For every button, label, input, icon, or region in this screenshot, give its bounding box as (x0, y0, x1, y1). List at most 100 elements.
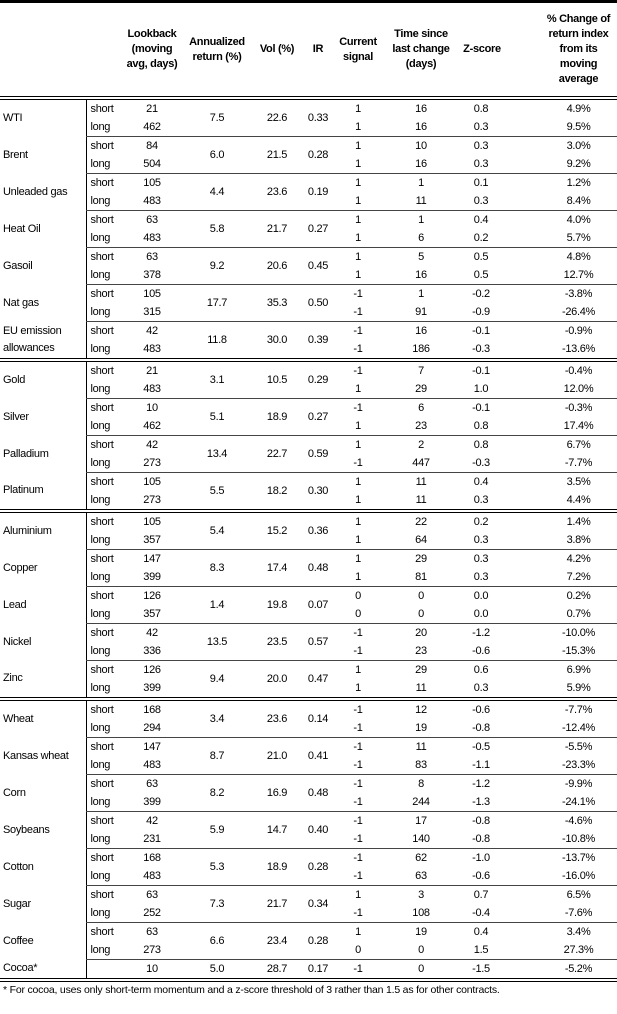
lookback-value: 105 (143, 288, 161, 300)
term-label: short (85, 774, 122, 793)
vol-value: 21.0 (252, 737, 302, 775)
header-z-score: Z-score (460, 1, 540, 100)
vol-value: 15.2 (252, 511, 302, 550)
vol-value: 23.6 (252, 699, 302, 738)
term-label: long (85, 793, 122, 812)
commodity-name: WTI (3, 111, 23, 124)
lookback-value: 63 (146, 214, 158, 226)
term-label: short (85, 549, 122, 568)
pct-change-value: 6.7% (566, 439, 591, 451)
table-row: Gasoil short 63 9.2 20.6 0.45 1 5 0.5 4.8% (0, 247, 617, 285)
table-row: Soybeans short 42 5.9 14.7 0.40 -1 17 -0.8 -4.6% (0, 811, 617, 849)
table-row: long 273 -1 447 -0.3 -7.7% (0, 454, 617, 473)
z-score-value: 0.3 (473, 553, 489, 565)
commodity-name: Nat gas (3, 296, 39, 309)
lookback-value: 273 (122, 454, 182, 473)
table-row: Gold short 21 3.1 10.5 0.29 -1 7 -0.1 -0.4% (0, 360, 617, 399)
pct-change-value: 7.2% (540, 568, 617, 587)
signal-value: 1 (355, 177, 361, 189)
time-since-change-value: 1 (418, 214, 424, 226)
term-label: long (85, 380, 122, 399)
lookback-value: 483 (122, 867, 182, 886)
vol-value: 18.2 (252, 472, 302, 513)
lookback-value: 42 (146, 439, 158, 451)
term-label: short (85, 586, 122, 605)
time-since-change-value: 17 (415, 815, 427, 827)
lookback-value: 462 (122, 118, 182, 137)
vol-value: 14.7 (252, 811, 302, 849)
lookback-value: 105 (143, 177, 161, 189)
term-label: short (85, 435, 122, 454)
vol-value: 18.9 (252, 398, 302, 436)
annualized-return-value: 17.7 (182, 284, 252, 322)
term-label: long (85, 531, 122, 550)
signal-value: 1 (334, 155, 382, 174)
time-since-change-value: 2 (418, 439, 424, 451)
vol-value: 23.6 (252, 173, 302, 211)
term-label: long (85, 266, 122, 285)
header-ir: IR (302, 1, 334, 100)
lookback-value: 10 (122, 959, 182, 982)
table-row: Heat Oil short 63 5.8 21.7 0.27 1 1 0.4 4.0% (0, 210, 617, 248)
z-score-value: 0.5 (473, 251, 489, 263)
table-row: long 336 -1 23 -0.6 -15.3% (0, 642, 617, 661)
signal-value: -1 (334, 904, 382, 923)
lookback-value: 42 (146, 815, 158, 827)
table-row: long 273 0 0 1.5 27.3% (0, 941, 617, 960)
header-time-since-change: Time since last change (days) (382, 1, 460, 100)
table-row: long 357 1 64 0.3 3.8% (0, 531, 617, 550)
lookback-value: 294 (122, 719, 182, 738)
time-since-change-value: 6 (418, 402, 424, 414)
signal-value: -1 (353, 288, 363, 300)
pct-change-value: 4.2% (566, 553, 591, 565)
z-score-value: 1.5 (460, 941, 540, 960)
vol-value: 20.6 (252, 247, 302, 285)
ir-value: 0.59 (302, 435, 334, 473)
term-label: long (85, 941, 122, 960)
table-row: long 483 -1 186 -0.3 -13.6% (0, 340, 617, 362)
pct-change-value: 6.9% (566, 664, 591, 676)
pct-change-value: 5.9% (540, 679, 617, 701)
vol-value: 18.9 (252, 848, 302, 886)
time-since-change-value: 62 (415, 852, 427, 864)
z-score-value: 0.3 (460, 118, 540, 137)
term-label: short (85, 660, 122, 679)
annualized-return-value: 13.4 (182, 435, 252, 473)
pct-change-value: 4.9% (566, 103, 591, 115)
pct-change-value: -10.8% (540, 830, 617, 849)
lookback-value: 126 (143, 590, 161, 602)
pct-change-value: -10.0% (561, 627, 596, 639)
ir-value: 0.07 (302, 586, 334, 624)
term-label: long (85, 229, 122, 248)
pct-change-value: 3.0% (566, 140, 591, 152)
table-row: long 399 1 11 0.3 5.9% (0, 679, 617, 701)
header-vol: Vol (%) (252, 1, 302, 100)
table-row: long 483 1 29 1.0 12.0% (0, 380, 617, 399)
table-row: Platinum short 105 5.5 18.2 0.30 1 11 0.4 3.5% (0, 472, 617, 513)
z-score-value: 0.2 (460, 229, 540, 248)
pct-change-value: 5.7% (540, 229, 617, 248)
time-since-change-value: 63 (382, 867, 460, 886)
commodity-name: Lead (3, 598, 27, 611)
pct-change-value: 9.5% (540, 118, 617, 137)
term-label: long (85, 830, 122, 849)
z-score-value: -0.3 (460, 340, 540, 362)
lookback-value: 105 (143, 516, 161, 528)
time-since-change-value: 5 (418, 251, 424, 263)
time-since-change-value: 10 (415, 140, 427, 152)
z-score-value: -1.2 (472, 778, 490, 790)
vol-value: 28.7 (252, 959, 302, 982)
pct-change-value: -0.9% (564, 325, 593, 337)
vol-value: 21.7 (252, 210, 302, 248)
pct-change-value: -23.3% (540, 756, 617, 775)
term-label: short (85, 511, 122, 531)
time-since-change-value: 0 (382, 605, 460, 624)
term-label: long (85, 867, 122, 886)
vol-value: 16.9 (252, 774, 302, 812)
ir-value: 0.34 (302, 885, 334, 923)
z-score-value: -0.8 (460, 719, 540, 738)
term-label: long (85, 155, 122, 174)
signal-value: -1 (353, 778, 363, 790)
ir-value: 0.40 (302, 811, 334, 849)
term-label: short (85, 321, 122, 340)
